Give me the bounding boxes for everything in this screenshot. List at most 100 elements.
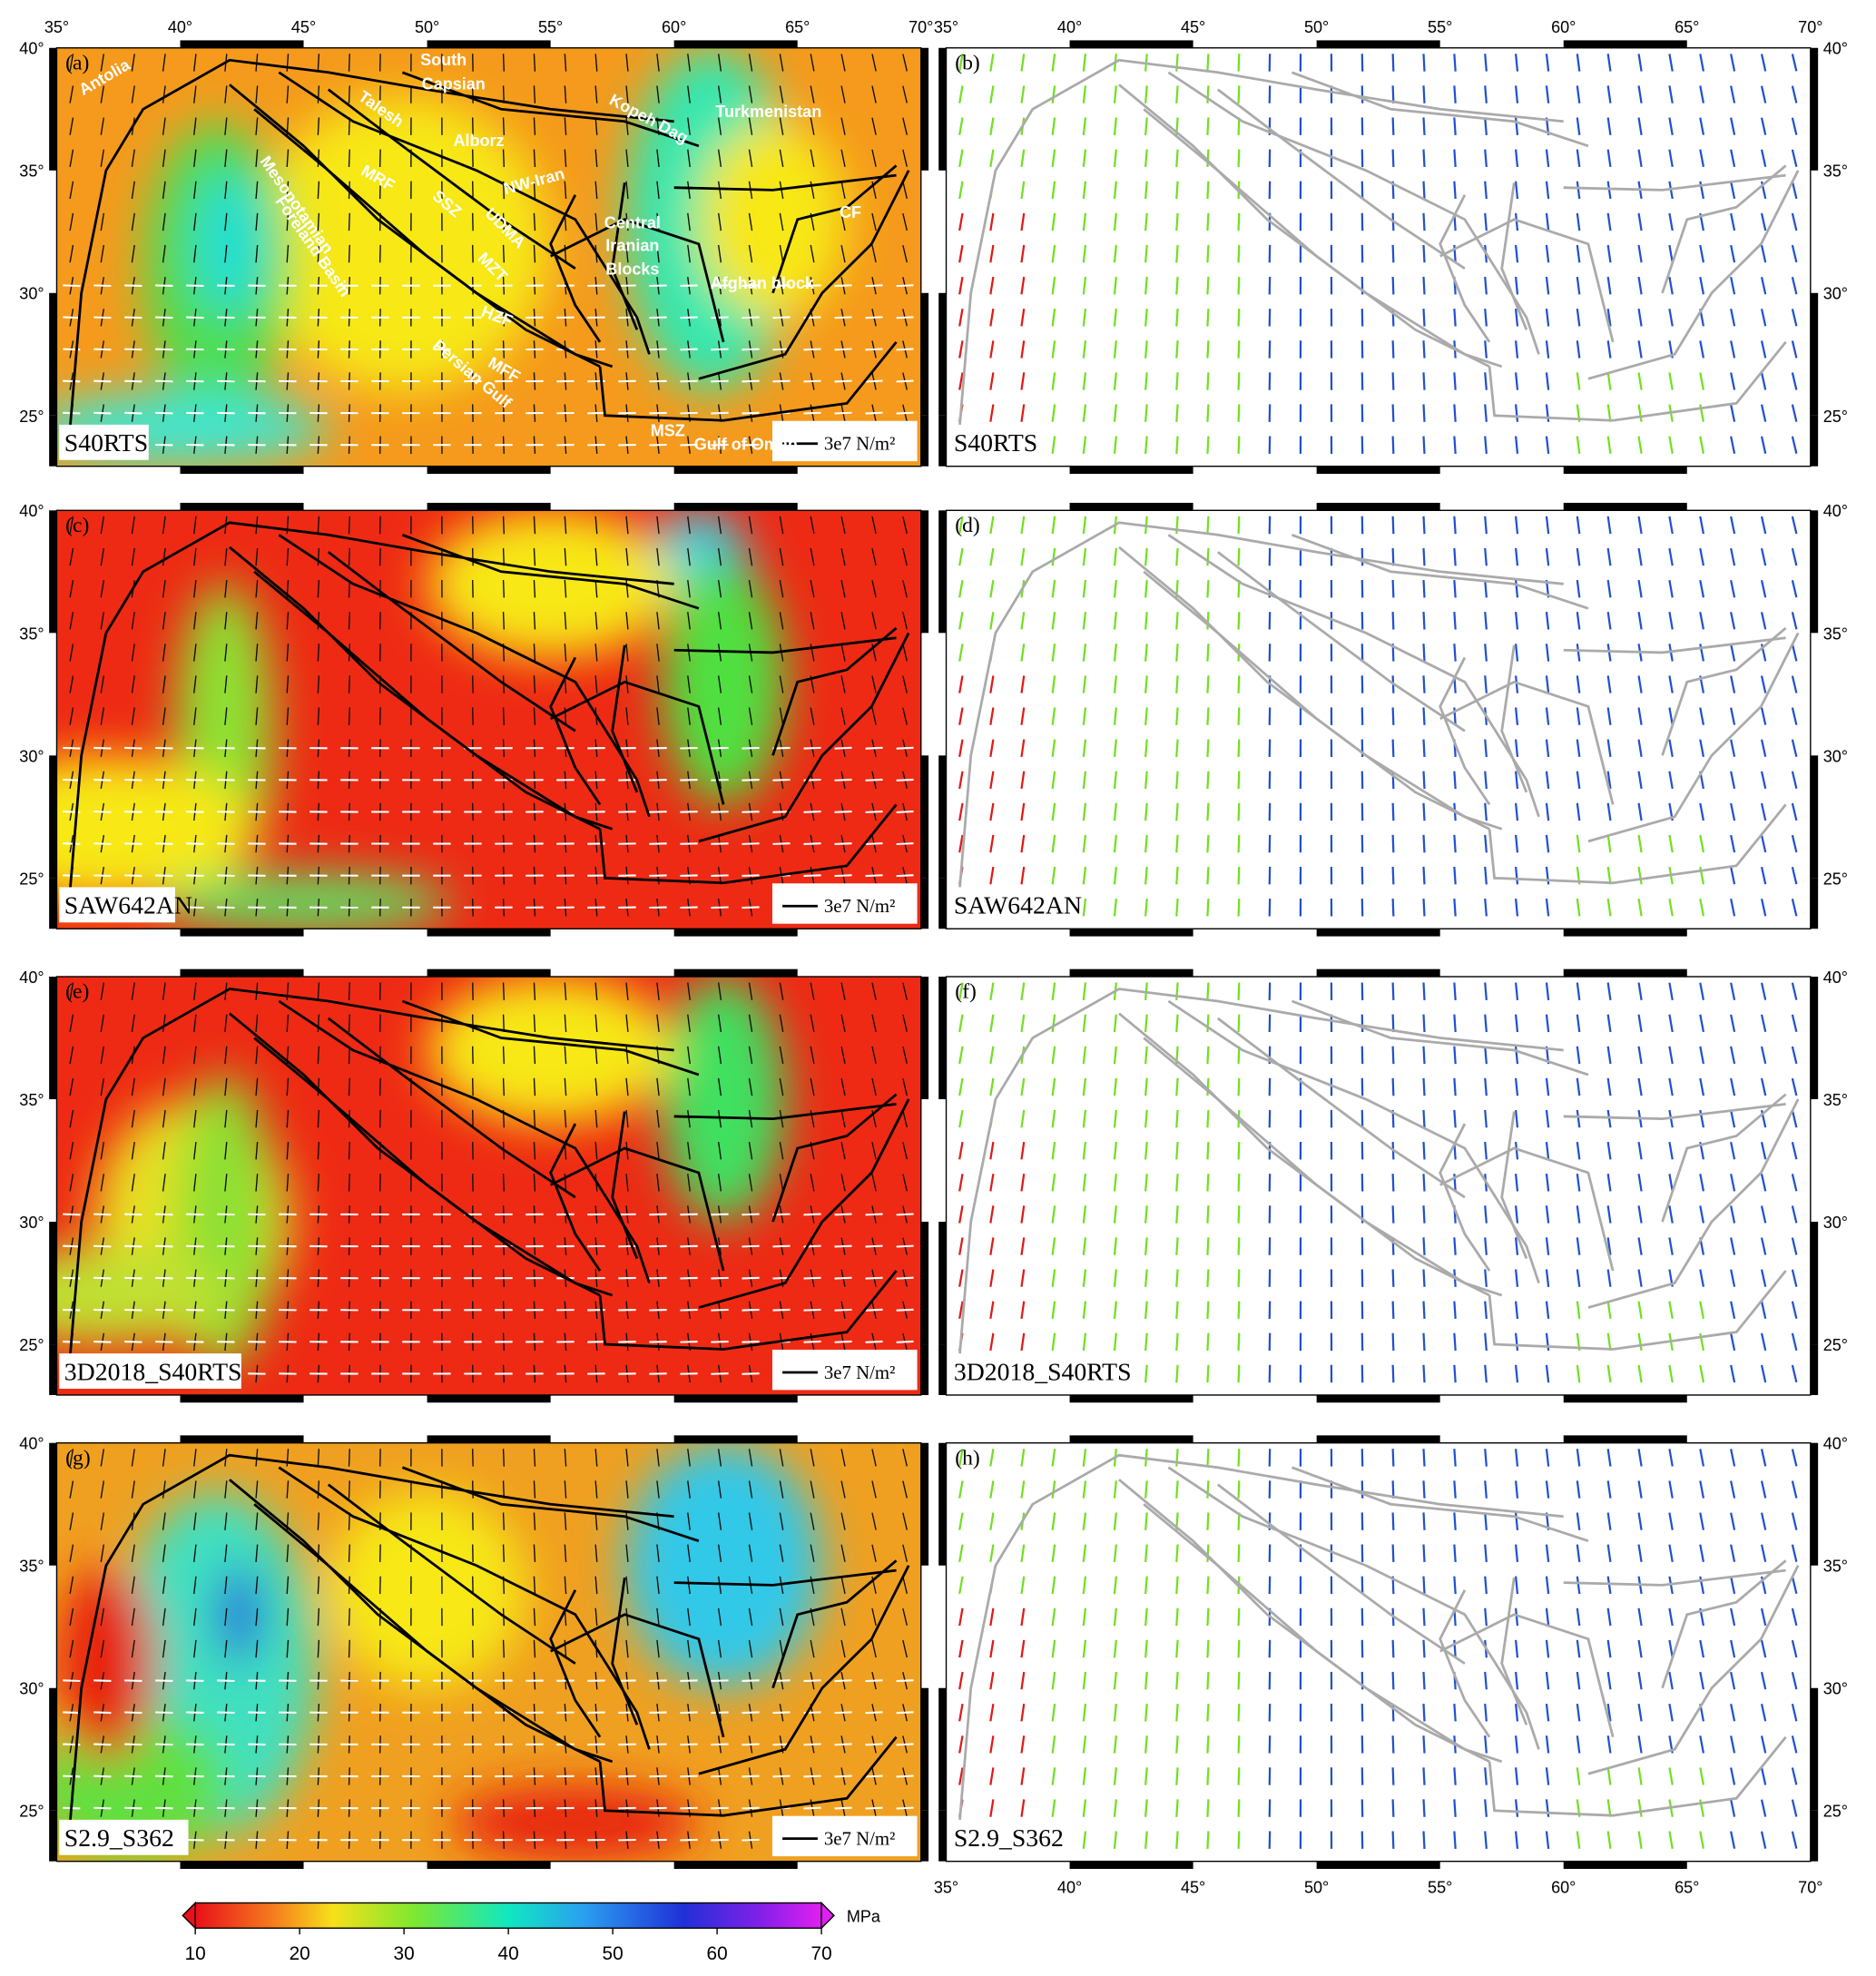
stress-bar xyxy=(834,316,852,320)
lat-tick-label: 40° xyxy=(1823,40,1848,58)
stress-bar xyxy=(1730,547,1736,566)
stress-bar xyxy=(1668,1014,1674,1033)
stress-bar xyxy=(1791,1142,1798,1160)
stress-bar xyxy=(1113,802,1117,821)
region-label: South xyxy=(420,51,467,69)
stress-bar xyxy=(810,580,815,598)
frame-bar xyxy=(49,1344,57,1395)
stress-bar xyxy=(810,1449,815,1467)
stress-bar xyxy=(162,1174,166,1192)
stress-bar xyxy=(1422,1767,1426,1785)
fault xyxy=(1439,680,1615,805)
stress-bar xyxy=(1514,244,1519,263)
fault xyxy=(698,1565,910,1775)
stress-bar xyxy=(1576,516,1581,535)
stress-bar xyxy=(902,181,908,200)
stress-bar xyxy=(1791,1237,1798,1255)
stress-bar xyxy=(1699,1077,1704,1096)
stress-bar xyxy=(840,1607,846,1627)
stress-region xyxy=(56,1246,230,1345)
stress-bar xyxy=(779,1512,784,1530)
stress-bar xyxy=(742,779,760,782)
stress-bar xyxy=(958,612,964,630)
stress-bar xyxy=(1051,1671,1056,1690)
model-name: SAW642AN xyxy=(64,892,192,920)
stress-bar xyxy=(124,1213,142,1216)
stress-bar xyxy=(1637,309,1643,327)
stress-bar xyxy=(1113,612,1117,630)
stress-bar xyxy=(1606,1576,1612,1595)
stress-bar xyxy=(1206,340,1210,359)
stress-bar xyxy=(255,149,259,168)
stress-bar xyxy=(1637,1301,1643,1320)
stress-bar xyxy=(348,612,350,630)
frame-bar xyxy=(1069,929,1193,937)
frame-bar xyxy=(1810,1442,1819,1566)
fault xyxy=(957,988,1564,1370)
stress-bar xyxy=(594,579,598,598)
frame-bar xyxy=(49,1687,57,1811)
stress-bar xyxy=(1020,85,1026,103)
stress-bar xyxy=(502,1449,505,1467)
stress-bar xyxy=(989,340,995,359)
stress-bar xyxy=(656,1544,660,1562)
fault xyxy=(1439,1589,1491,1738)
stress-bar xyxy=(348,244,350,263)
stress-bar xyxy=(840,1480,846,1499)
lat-tick-label: 35° xyxy=(1823,624,1848,643)
stress-bar xyxy=(1237,1480,1241,1499)
stress-bar xyxy=(1606,1364,1612,1383)
stress-bar xyxy=(1730,149,1736,168)
stress-bar xyxy=(1637,866,1643,885)
panel-label: (a) xyxy=(65,51,89,74)
stress-bar xyxy=(1082,982,1087,1000)
stress-bar xyxy=(93,1679,112,1682)
stress-bar xyxy=(1514,866,1519,885)
scale-box xyxy=(771,883,918,924)
stress-bar xyxy=(1175,982,1179,1000)
stress-bar xyxy=(1545,516,1550,535)
stress-bar xyxy=(871,1077,877,1096)
frame-bar xyxy=(938,1222,947,1345)
stress-bar xyxy=(1514,1449,1519,1467)
stress-bar xyxy=(1082,866,1087,885)
stress-bar xyxy=(594,982,598,1000)
stress-bar xyxy=(69,644,74,662)
stress-bar xyxy=(1730,340,1736,359)
stress-bar xyxy=(902,516,908,535)
stress-bar xyxy=(63,1679,81,1683)
stress-bar xyxy=(1391,340,1395,359)
stress-bar xyxy=(1514,1301,1519,1320)
frame-bar xyxy=(938,977,947,1100)
stress-bar xyxy=(193,1014,197,1033)
stress-bar xyxy=(1113,866,1117,885)
stress-bar xyxy=(1206,1332,1210,1352)
stress-bar xyxy=(1237,1799,1241,1817)
stress-bar xyxy=(317,117,320,135)
stress-bar xyxy=(1113,276,1117,295)
lon-tick-label: 65° xyxy=(785,18,810,36)
stress-bar xyxy=(748,149,753,167)
stress-bar xyxy=(1545,982,1550,1000)
map-body xyxy=(946,1442,1811,1862)
stress-bar xyxy=(958,771,964,790)
stress-bar xyxy=(1791,1077,1798,1096)
lon-tick-label: 50° xyxy=(1304,1878,1329,1896)
fault xyxy=(1167,534,1540,818)
lon-tick-label: 65° xyxy=(1675,18,1699,36)
stress-bar xyxy=(742,811,760,813)
stress-bar xyxy=(317,181,320,200)
frame-bar xyxy=(49,510,57,634)
fault xyxy=(673,173,897,192)
stress-bar xyxy=(625,1480,629,1499)
fault xyxy=(1661,164,1787,294)
fault xyxy=(1291,71,1589,148)
frame-bar xyxy=(1069,1435,1193,1443)
stress-bar xyxy=(1051,739,1056,758)
lon-tick-label: 55° xyxy=(1428,1878,1452,1896)
stress-bar xyxy=(348,149,350,168)
stress-bar xyxy=(1545,309,1550,327)
stress-bar xyxy=(255,1544,259,1562)
stress-bar xyxy=(1206,1109,1210,1128)
